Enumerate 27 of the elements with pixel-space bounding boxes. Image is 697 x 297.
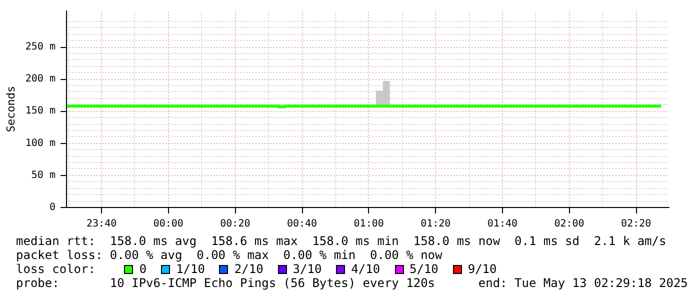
y-tick-label: 50 m [31,170,56,181]
legend-label: 3/10 [292,262,322,276]
legend-title: loss color: [16,262,96,276]
x-tick-label: 02:00 [554,218,584,230]
y-axis-title: Seconds [4,86,18,132]
legend-label: 9/10 [468,262,497,276]
legend-label: 2/10 [234,262,264,276]
x-tick-label: 23:40 [86,218,117,230]
x-tick-label: 01:20 [420,218,451,230]
x-tick-label: 00:20 [220,218,250,230]
legend-label: 4/10 [351,262,380,276]
x-tick-label: 01:40 [487,218,518,230]
y-tick-label: 0 [49,202,56,213]
y-tick-label: 100 m [25,138,56,149]
legend-label: 1/10 [176,262,205,276]
legend-label: 0 [139,262,147,276]
y-tick-label: 150 m [25,106,56,117]
x-tick-label: 00:40 [286,218,318,230]
legend-label: 5/10 [410,262,438,276]
text: median rtt: 158.0 ms avg 158.6 ms max 158.0 ms min 158.0 ms now 0.1 ms sd 2.1 k am/s [16,234,666,248]
x-tick-label: 02:20 [621,218,652,230]
x-tick-label: 01:00 [354,218,384,230]
x-tick-label: 00:00 [153,218,184,230]
text: probe: 10 IPv6-ICMP Echo Pings (56 Bytes) every 120s end: Tue May 13 02:29:18 2025 [16,276,688,290]
text: packet loss: 0.00 % avg 0.00 % max 0.00 % min 0.00 % now [16,248,442,262]
y-tick-label: 200 m [25,74,56,85]
y-tick-label: 250 m [25,42,56,53]
